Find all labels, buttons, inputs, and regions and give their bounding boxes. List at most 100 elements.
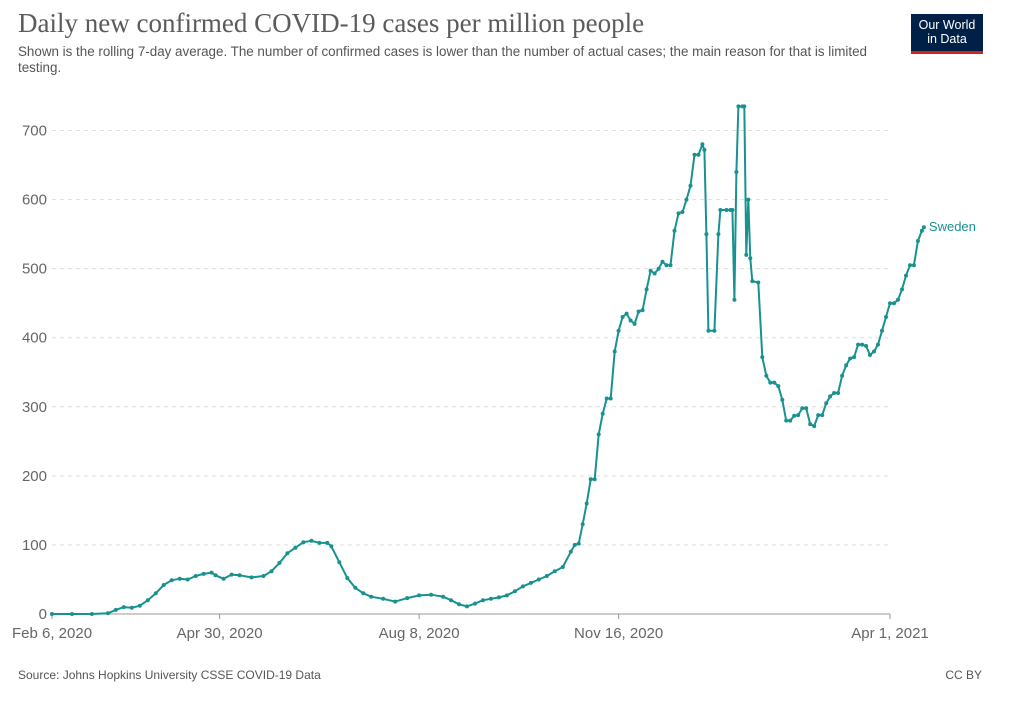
data-point[interactable]	[880, 328, 884, 333]
data-point[interactable]	[832, 391, 837, 395]
data-point[interactable]	[742, 104, 747, 109]
data-point[interactable]	[496, 595, 501, 600]
data-point[interactable]	[644, 287, 649, 292]
data-point[interactable]	[792, 413, 797, 418]
data-point[interactable]	[113, 607, 118, 612]
data-point[interactable]	[620, 315, 625, 319]
data-point[interactable]	[568, 549, 573, 554]
data-point[interactable]	[656, 266, 661, 271]
data-point[interactable]	[161, 583, 166, 587]
data-point[interactable]	[604, 396, 609, 401]
data-point[interactable]	[836, 391, 841, 395]
data-point[interactable]	[864, 344, 869, 348]
data-point[interactable]	[764, 373, 769, 378]
data-point[interactable]	[129, 605, 134, 610]
data-point[interactable]	[560, 565, 565, 569]
data-point[interactable]	[405, 596, 410, 601]
data-point[interactable]	[908, 263, 912, 268]
data-point[interactable]	[616, 328, 621, 333]
data-point[interactable]	[780, 397, 785, 402]
data-point[interactable]	[345, 576, 350, 581]
data-point[interactable]	[600, 411, 605, 416]
data-point[interactable]	[261, 574, 266, 578]
data-point[interactable]	[504, 593, 509, 598]
data-point[interactable]	[824, 401, 829, 406]
data-point[interactable]	[628, 318, 633, 323]
data-point[interactable]	[636, 309, 641, 314]
data-point[interactable]	[860, 342, 865, 347]
data-point[interactable]	[441, 594, 446, 599]
data-point[interactable]	[50, 612, 54, 616]
data-point[interactable]	[706, 328, 711, 333]
owid-logo[interactable]: Our World in Data	[911, 14, 983, 54]
data-point[interactable]	[872, 349, 876, 354]
data-point[interactable]	[760, 355, 765, 360]
data-point[interactable]	[800, 406, 805, 411]
data-point[interactable]	[716, 232, 721, 237]
data-point[interactable]	[177, 576, 182, 581]
data-point[interactable]	[544, 574, 549, 578]
data-point[interactable]	[718, 208, 723, 212]
data-point[interactable]	[668, 263, 673, 268]
data-point[interactable]	[856, 342, 861, 347]
series-label[interactable]: Sweden	[929, 219, 976, 234]
data-point[interactable]	[828, 394, 833, 399]
data-point[interactable]	[596, 432, 601, 437]
data-point[interactable]	[229, 572, 234, 577]
data-point[interactable]	[736, 104, 741, 109]
data-point[interactable]	[852, 355, 857, 360]
data-point[interactable]	[89, 612, 94, 616]
data-point[interactable]	[489, 596, 493, 601]
data-point[interactable]	[692, 152, 697, 157]
data-point[interactable]	[888, 301, 892, 306]
data-point[interactable]	[768, 380, 773, 385]
data-point[interactable]	[473, 601, 477, 606]
data-point[interactable]	[688, 183, 693, 188]
data-point[interactable]	[465, 604, 469, 609]
data-point[interactable]	[702, 147, 707, 152]
data-point[interactable]	[652, 271, 657, 276]
data-point[interactable]	[746, 197, 751, 202]
data-point[interactable]	[213, 573, 218, 578]
data-point[interactable]	[844, 363, 849, 368]
data-point[interactable]	[915, 239, 920, 243]
data-point[interactable]	[588, 477, 593, 482]
data-point[interactable]	[576, 541, 581, 546]
source-note[interactable]: Source: Johns Hopkins University CSSE CO…	[18, 668, 321, 682]
data-point[interactable]	[325, 540, 330, 545]
data-point[interactable]	[640, 308, 645, 313]
data-point[interactable]	[608, 396, 613, 401]
data-point[interactable]	[676, 211, 681, 216]
data-point[interactable]	[580, 522, 585, 527]
data-point[interactable]	[680, 210, 685, 214]
data-point[interactable]	[481, 598, 485, 603]
data-point[interactable]	[584, 501, 589, 506]
data-point[interactable]	[293, 545, 298, 550]
data-point[interactable]	[552, 569, 557, 574]
data-point[interactable]	[704, 232, 709, 237]
data-point[interactable]	[904, 273, 908, 278]
data-point[interactable]	[744, 252, 749, 257]
data-point[interactable]	[269, 569, 274, 574]
data-point[interactable]	[734, 170, 739, 174]
data-point[interactable]	[884, 315, 888, 319]
data-point[interactable]	[772, 380, 777, 385]
data-point[interactable]	[812, 424, 817, 429]
data-point[interactable]	[840, 373, 845, 378]
data-point[interactable]	[730, 208, 735, 212]
data-point[interactable]	[137, 603, 142, 608]
data-point[interactable]	[301, 540, 306, 545]
data-point[interactable]	[393, 599, 398, 604]
data-point[interactable]	[277, 560, 282, 565]
data-point[interactable]	[309, 538, 314, 543]
data-point[interactable]	[848, 356, 853, 361]
data-point[interactable]	[712, 328, 717, 333]
data-point[interactable]	[317, 540, 322, 545]
data-point[interactable]	[592, 477, 597, 482]
data-point[interactable]	[750, 279, 755, 284]
data-point[interactable]	[121, 605, 126, 610]
data-point[interactable]	[417, 593, 422, 598]
data-point[interactable]	[892, 301, 896, 306]
data-point[interactable]	[804, 406, 809, 411]
data-point[interactable]	[536, 577, 541, 582]
